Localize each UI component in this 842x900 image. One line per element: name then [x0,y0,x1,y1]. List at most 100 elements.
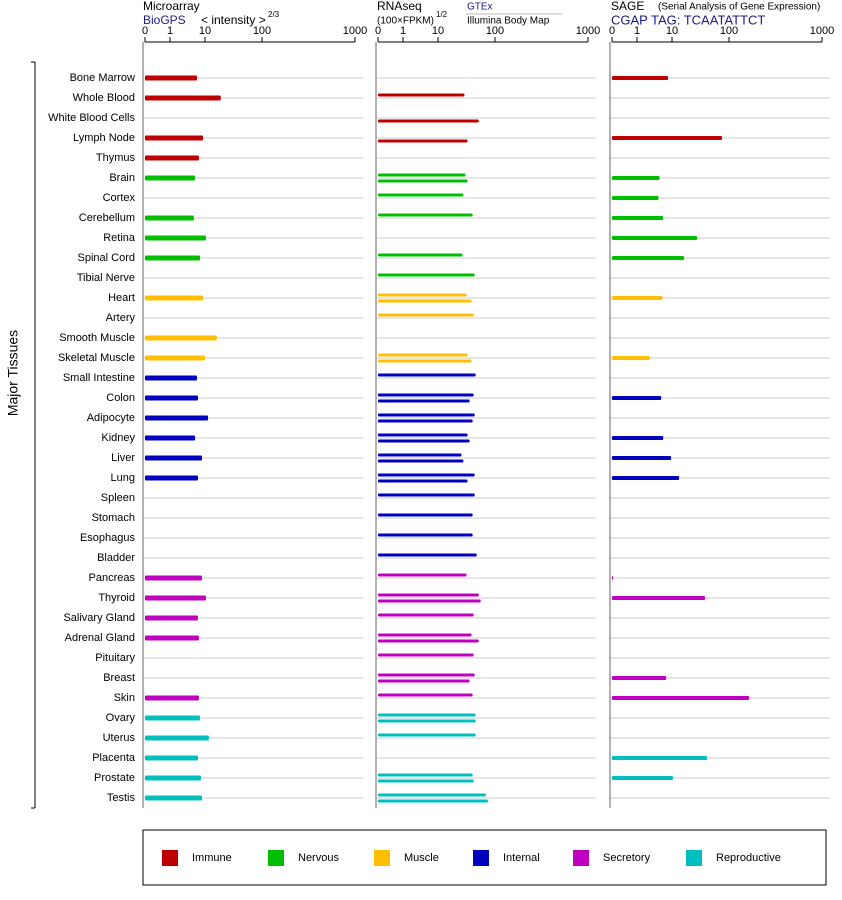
bar [378,573,467,577]
bar [145,175,196,181]
bar [145,215,194,221]
legend-label: Secretory [603,852,651,864]
category-label: Colon [106,392,135,404]
category-label: Lung [111,472,135,484]
category-label: Salivary Gland [63,612,135,624]
bar [378,479,468,483]
bar [612,476,680,480]
category-label: Pancreas [89,572,136,584]
bar [145,595,206,601]
panel-title: Microarray [143,0,200,13]
bar [378,373,476,377]
bar [378,253,463,257]
category-label: Tibial Nerve [77,272,135,284]
bar [378,193,464,197]
bar [612,696,750,700]
bar [145,475,198,481]
category-label: Thymus [96,152,136,164]
bar [378,273,475,277]
bar [612,296,663,300]
bar [612,396,662,400]
bar [378,793,486,797]
legend-swatch [162,850,178,866]
bar [378,119,479,123]
bar [378,553,477,557]
x-tick-label: 10 [199,25,211,37]
bar [145,715,201,721]
bar [378,213,473,217]
bar [378,493,475,497]
bar [612,176,660,180]
bar [378,299,472,303]
bar [145,755,198,761]
bar [612,356,650,360]
bar [378,419,473,423]
bar [145,295,204,301]
bar [378,433,468,437]
legend-swatch [573,850,589,866]
category-label: Smooth Muscle [59,332,135,344]
category-label: Placenta [92,752,136,764]
bar [378,353,468,357]
bar [145,95,221,101]
bar [145,255,201,261]
bar [378,293,467,297]
bar [612,596,705,600]
x-tick-label: 0 [142,25,148,37]
bar [612,76,669,80]
bar [378,139,468,143]
bar [378,733,476,737]
bar [378,413,475,417]
bar [378,313,474,317]
category-label: Skin [114,692,135,704]
category-label: Stomach [92,512,135,524]
bar [378,679,470,683]
bar [378,393,474,397]
category-label: Spleen [101,492,135,504]
bar [378,173,466,177]
legend-label: Muscle [404,852,439,864]
x-tick-label: 1 [634,25,640,37]
legend-label: Immune [192,852,232,864]
x-tick-label: 1000 [810,25,834,37]
x-tick-label: 0 [609,25,615,37]
x-tick-label: 1 [167,25,173,37]
bar [145,235,206,241]
bar [145,435,196,441]
category-label: Retina [103,232,136,244]
unit: < intensity > [201,13,266,27]
unit-exponent: 2/3 [268,10,280,19]
bar [145,155,199,161]
bar [378,799,488,803]
category-label: Spinal Cord [78,252,135,264]
bar [612,236,698,240]
bar [145,395,198,401]
bar [612,136,723,140]
x-tick-label: 10 [432,25,444,37]
bar [378,359,472,363]
panel-title: RNAseq [377,0,422,13]
category-label: Brain [109,172,135,184]
category-label: Bone Marrow [70,72,135,84]
panel-subtitle: (Serial Analysis of Gene Expression) [658,2,820,13]
category-label: Uterus [103,732,136,744]
bar [378,593,479,597]
category-label: White Blood Cells [48,112,135,124]
bar [145,795,202,801]
x-tick-label: 100 [486,25,504,37]
category-label: Kidney [101,432,135,444]
bar [378,453,462,457]
x-tick-label: 1000 [576,25,600,37]
bar [378,179,468,183]
bar [145,575,202,581]
x-tick-label: 100 [720,25,738,37]
bar [378,719,476,723]
bar [378,773,473,777]
bar [145,455,202,461]
category-label: Adipocyte [87,412,135,424]
bar [378,459,464,463]
bar [145,775,202,781]
bar [145,135,204,141]
bar [378,633,472,637]
